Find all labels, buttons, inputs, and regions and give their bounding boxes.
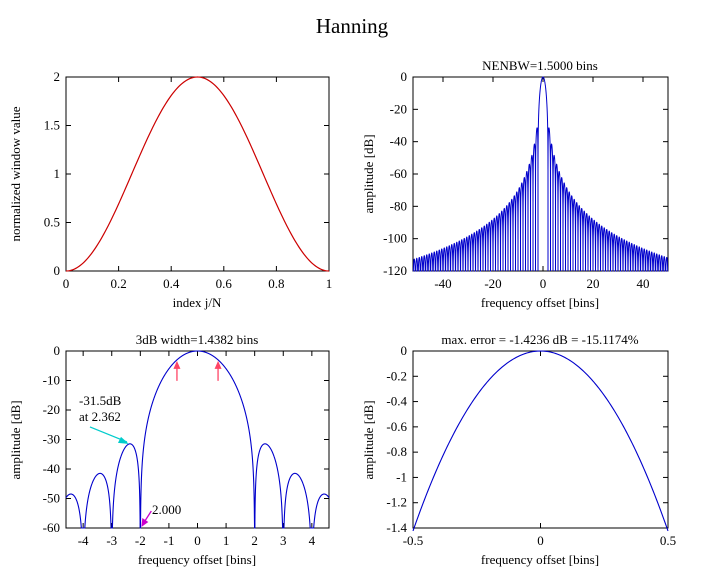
sidelobe-label-line1: -31.5dB: [79, 393, 122, 408]
y-tick-label: -0.6: [386, 419, 407, 434]
halfpower-arrow-head: [173, 360, 181, 369]
y-tick-label: -60: [43, 520, 60, 535]
x-tick-label: 4: [309, 533, 316, 548]
panel-spectrum-frame: [412, 76, 669, 272]
panel-mainlobe: 3dB width=1.4382 bins -4 -3 -2 -1 0 1 2 3 40-10-…: [8, 332, 330, 567]
sidelobe-arrow-head: [117, 436, 129, 444]
x-tick-label: 0: [537, 533, 544, 548]
panel-window-ticks: 0 0.2 0.4 0.6 0.8 1 0 0.5 1 1.5 2: [44, 69, 333, 291]
y-tick-label: -20: [390, 101, 407, 116]
y-tick-label: -30: [43, 432, 60, 447]
y-tick-label: -1.2: [386, 495, 407, 510]
panel-scalloping: max. error = -1.4236 dB = -15.1174% -0.5…: [361, 332, 676, 567]
y-tick-label: -0.4: [386, 394, 407, 409]
spectrum-curve: [412, 76, 669, 272]
sidelobe-label-line2: at 2.362: [79, 409, 121, 424]
scalloping-curve: [412, 350, 669, 532]
panel-spectrum: NENBW=1.5000 bins -40 -20 0 20 40 0 -20 -40 -60 -…: [361, 58, 669, 310]
x-tick-label: -3: [106, 533, 117, 548]
y-tick-label: -60: [390, 166, 407, 181]
x-tick-label: 0.5: [660, 533, 676, 548]
panel-scalloping-xlabel: frequency offset [bins]: [481, 552, 599, 567]
panel-scalloping-ylabel: amplitude [dB]: [361, 400, 376, 479]
x-tick-label: 20: [587, 276, 600, 291]
panel-spectrum-ylabel: amplitude [dB]: [361, 134, 376, 213]
mainlobe-curve: [65, 350, 330, 529]
x-tick-label: -1: [163, 533, 174, 548]
y-tick-label: -100: [383, 231, 407, 246]
null-label: 2.000: [152, 502, 181, 517]
x-tick-label: 1: [223, 533, 230, 548]
y-tick-label: -20: [43, 402, 60, 417]
y-tick-label: 0: [401, 69, 408, 84]
x-tick-label: 0.6: [216, 276, 233, 291]
y-tick-label: -10: [43, 373, 60, 388]
x-tick-label: 2: [251, 533, 258, 548]
panel-window-ylabel: normalized window value: [8, 106, 23, 241]
y-tick-label: -120: [383, 263, 407, 278]
panel-window-xlabel: index j/N: [173, 295, 222, 310]
y-tick-label: -50: [43, 491, 60, 506]
panel-window: 0 0.2 0.4 0.6 0.8 1 0 0.5 1 1.5 2 index j/N normal…: [8, 69, 332, 310]
x-tick-label: -2: [135, 533, 146, 548]
y-tick-label: -1.4: [386, 520, 407, 535]
panel-mainlobe-title: 3dB width=1.4382 bins: [136, 332, 259, 347]
y-tick-label: 0.5: [44, 215, 60, 230]
x-tick-label: -4: [78, 533, 89, 548]
panel-mainlobe-ylabel: amplitude [dB]: [8, 400, 23, 479]
y-tick-label: 0: [401, 343, 408, 358]
panel-scalloping-title: max. error = -1.4236 dB = -15.1174%: [441, 332, 638, 347]
window-curve: [65, 76, 330, 272]
x-tick-label: 0.2: [110, 276, 126, 291]
panel-window-frame: [65, 76, 330, 272]
halfpower-arrow-head: [214, 360, 222, 369]
y-tick-label: -40: [390, 134, 407, 149]
panel-scalloping-ticks: -0.5 0 0.5 0 -0.2 -0.4 -0.6 -0.8 -1 -1.2 -1.4: [386, 343, 676, 548]
panel-mainlobe-xlabel: frequency offset [bins]: [138, 552, 256, 567]
y-tick-label: 2: [54, 69, 61, 84]
null-arrow-head: [141, 518, 149, 527]
y-tick-label: -80: [390, 198, 407, 213]
x-tick-label: -40: [434, 276, 451, 291]
y-tick-label: -0.2: [386, 368, 407, 383]
y-tick-label: 0: [54, 263, 61, 278]
y-tick-label: 1.5: [44, 118, 60, 133]
x-tick-label: 0.8: [268, 276, 284, 291]
y-tick-label: -0.8: [386, 444, 407, 459]
y-tick-label: 1: [54, 166, 61, 181]
figure-title: Hanning: [316, 14, 389, 38]
panel-spectrum-title: NENBW=1.5000 bins: [482, 58, 598, 73]
panel-spectrum-xlabel: frequency offset [bins]: [481, 295, 599, 310]
x-tick-label: 0: [63, 276, 70, 291]
panel-mainlobe-annotations: -31.5dB at 2.362 2.000: [79, 360, 222, 527]
x-tick-label: 0.4: [163, 276, 180, 291]
x-tick-label: 1: [326, 276, 333, 291]
y-tick-label: 0: [54, 343, 61, 358]
y-tick-label: -1: [396, 469, 407, 484]
panel-mainlobe-frame: [65, 350, 330, 529]
x-tick-label: -20: [484, 276, 501, 291]
panel-mainlobe-ticks: -4 -3 -2 -1 0 1 2 3 40-10-20-30-40-50-60: [43, 343, 329, 548]
x-tick-label: 3: [280, 533, 287, 548]
x-tick-label: 0: [194, 533, 201, 548]
y-tick-label: -40: [43, 461, 60, 476]
x-tick-label: 0: [540, 276, 547, 291]
x-tick-label: 40: [637, 276, 650, 291]
x-tick-label: -0.5: [403, 533, 424, 548]
